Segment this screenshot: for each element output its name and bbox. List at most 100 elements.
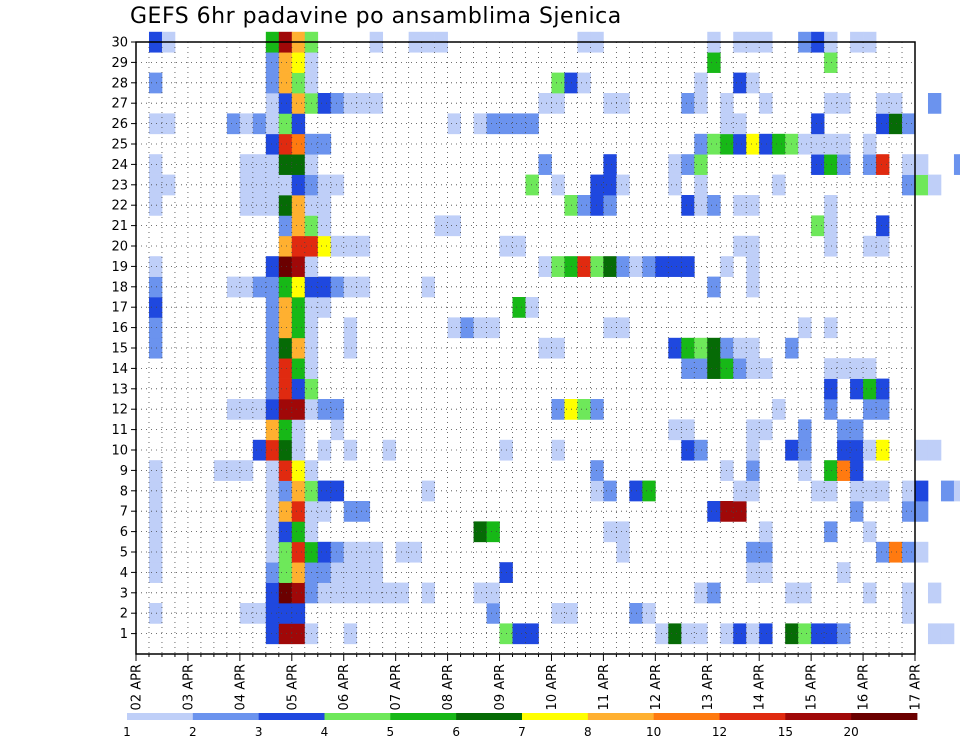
heatmap-cell-member-1-step-61 [927,623,942,645]
heatmap-cell-member-3-step-26 [473,582,487,604]
heatmap-cell-member-24-step-59 [902,154,916,175]
heatmap-cell-member-10-step-61 [927,439,942,461]
heatmap-cell-member-1-step-52 [811,623,825,645]
heatmap-cell-member-18-step-44 [707,276,721,298]
heatmap-cell-member-24-step-12 [291,154,306,175]
heatmap-cell-member-16-step-1 [148,317,163,339]
heatmap-cell-member-10-step-56 [863,439,877,461]
y-tick-label: 28 [111,76,128,91]
heatmap-cell-member-5-step-37 [616,541,630,563]
heatmap-cell-member-3-step-59 [902,582,916,604]
heatmap-cell-member-2-step-10 [265,603,280,624]
heatmap-cell-member-24-step-9 [252,154,267,175]
heatmap-cell-member-6-step-53 [824,521,838,543]
heatmap-cell-member-23-step-61 [927,174,942,196]
heatmap-cell-member-27-step-12 [291,93,306,114]
heatmap-cell-member-13-step-11 [278,378,293,400]
heatmap-cell-member-25-step-46 [733,133,747,155]
heatmap-cell-member-17-step-29 [512,297,526,318]
heatmap-cell-member-29-step-11 [278,52,293,73]
heatmap-cell-member-4-step-17 [356,562,371,583]
heatmap-cell-member-28-step-47 [746,72,760,94]
heatmap-cell-member-5-step-10 [265,541,280,563]
heatmap-cell-member-7-step-44 [707,501,721,522]
heatmap-cell-member-25-step-14 [317,133,332,155]
heatmap-cell-member-17-step-12 [291,297,306,318]
heatmap-cell-member-27-step-61 [927,93,942,114]
y-tick-label: 6 [120,525,128,540]
heatmap-cell-member-24-step-10 [265,154,280,175]
x-tick-label: 13 APR [701,664,716,710]
heatmap-cell-member-18-step-17 [356,276,371,298]
y-tick-label: 11 [111,423,128,438]
heatmap-cell-member-18-step-47 [746,276,760,298]
heatmap-cell-member-6-step-48 [759,521,773,543]
heatmap-cell-member-11-step-42 [681,419,695,441]
heatmap-cell-member-5-step-16 [343,541,358,563]
heatmap-cell-member-21-step-12 [291,215,306,237]
heatmap-cell-member-23-step-35 [590,174,604,196]
heatmap-cell-member-23-step-12 [291,174,306,196]
heatmap-cell-member-13-step-57 [876,378,890,400]
heatmap-cell-member-1-step-48 [759,623,773,645]
heatmap-cell-member-15-step-44 [707,337,721,359]
y-tick-label: 14 [111,362,128,377]
heatmap-cell-member-3-step-20 [395,582,409,604]
heatmap-cell-member-13-step-53 [824,378,838,400]
heatmap-cell-member-20-step-46 [733,235,747,257]
heatmap-cell-member-12-step-10 [265,399,280,420]
heatmap-cell-member-9-step-12 [291,460,306,481]
heatmap-cell-member-22-step-9 [252,195,267,216]
heatmap-cell-member-26-step-1 [148,113,163,135]
colorbar-swatch [456,713,523,720]
heatmap-cell-member-25-step-12 [291,133,306,155]
heatmap-cell-member-5-step-47 [746,541,760,563]
heatmap-cell-member-13-step-12 [291,378,306,400]
heatmap-cell-member-23-step-49 [772,174,786,196]
heatmap-cell-member-18-step-12 [291,276,306,298]
heatmap-cell-member-1-step-11 [278,623,293,645]
heatmap-cell-member-25-step-43 [694,133,708,155]
heatmap-cell-member-3-step-19 [382,582,397,604]
colorbar-label: 7 [518,725,526,739]
heatmap-cell-member-4-step-12 [291,562,306,583]
heatmap-cell-member-20-step-11 [278,235,293,257]
heatmap-cell-member-15-step-32 [551,337,565,359]
y-tick-label: 24 [111,158,128,173]
heatmap-cell-member-27-step-58 [889,93,903,114]
heatmap-cell-member-20-step-16 [343,235,358,257]
heatmap-cell-member-9-step-51 [798,460,812,481]
y-tick-label: 27 [111,97,128,112]
heatmap-cell-member-19-step-11 [278,256,293,277]
heatmap-cell-member-25-step-44 [707,133,721,155]
heatmap-cell-member-17-step-1 [148,297,163,318]
heatmap-cell-member-22-step-1 [148,195,163,216]
heatmap-cell-member-10-step-43 [694,439,708,461]
colorbar-swatch [653,713,720,720]
y-tick-label: 4 [120,566,128,581]
heatmap-cell-member-7-step-11 [278,501,293,522]
heatmap-cell-member-3-step-12 [291,582,306,604]
heatmap-cell-member-1-step-42 [681,623,695,645]
heatmap-cell-member-21-step-14 [317,215,332,237]
heatmap-cell-member-4-step-16 [343,562,358,583]
heatmap-cell-member-25-step-11 [278,133,293,155]
heatmap-cell-member-7-step-1 [148,501,163,522]
grid-layer [136,41,915,654]
heatmap-cell-member-19-step-41 [668,256,682,277]
heatmap-cell-member-19-step-37 [616,256,630,277]
heatmap-cell-member-28-step-46 [733,72,747,94]
heatmap-cell-member-2-step-39 [642,603,656,624]
heatmap-cell-member-21-step-53 [824,215,838,237]
heatmap-cell-member-27-step-10 [265,93,280,114]
heatmap-cell-member-8-step-63 [953,480,960,502]
heatmap-cell-member-8-step-52 [811,480,825,502]
heatmap-cell-member-16-step-37 [616,317,630,339]
heatmap-cell-member-4-step-10 [265,562,280,583]
heatmap-cell-member-8-step-56 [863,480,877,502]
heatmap-cell-member-8-step-15 [330,480,345,502]
heatmap-cell-member-1-step-16 [343,623,358,645]
heatmap-cell-member-13-step-56 [863,378,877,400]
heatmap-cell-member-8-step-62 [940,480,955,502]
